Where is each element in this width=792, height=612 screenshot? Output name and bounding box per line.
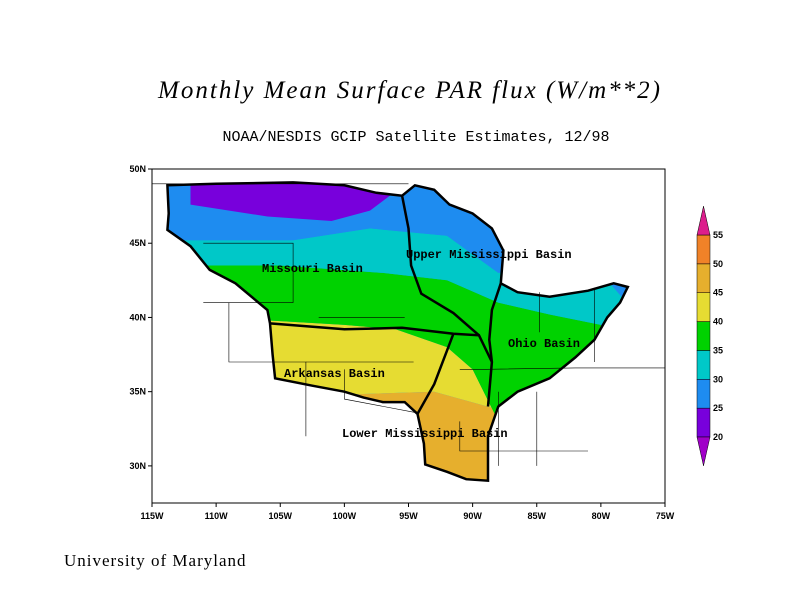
y-tick-label: 30N (129, 461, 146, 471)
colorbar-label: 35 (713, 345, 723, 355)
state-border (228, 302, 307, 437)
colorbar-label: 20 (713, 432, 723, 442)
basin-label: Upper Mississippi Basin (406, 248, 572, 262)
state-border (344, 369, 415, 413)
y-tick-label: 45N (129, 238, 146, 248)
basin-border (269, 322, 494, 363)
y-tick-label: 35N (129, 387, 146, 397)
x-tick-label: 75W (656, 511, 675, 521)
x-tick-label: 115W (140, 511, 164, 521)
x-tick-label: 105W (268, 511, 292, 521)
basin-border (400, 195, 480, 337)
shade-band (167, 228, 627, 325)
basin-label: Lower Mississippi Basin (342, 427, 508, 441)
x-tick-label: 100W (333, 511, 357, 521)
footer: University of Maryland (64, 551, 247, 570)
state-border (459, 367, 665, 370)
colorbar-box (696, 379, 711, 409)
colorbar-label: 30 (713, 374, 723, 384)
title: Monthly Mean Surface PAR flux (W/m**2) (157, 77, 662, 104)
colorbar-label: 40 (713, 317, 723, 327)
basin-label: Ohio Basin (508, 337, 580, 351)
colorbar-tip-high (696, 206, 711, 236)
colorbar-box (696, 292, 711, 322)
basin-outline (166, 181, 630, 483)
colorbar-tip-low (696, 436, 711, 466)
basin-border (416, 333, 455, 415)
colorbar-box (696, 263, 711, 293)
basin-border (486, 282, 502, 407)
x-tick-label: 95W (399, 511, 418, 521)
basin-label: Arkansas Basin (284, 367, 385, 381)
colorbar-label: 55 (713, 230, 723, 240)
shade-band (190, 182, 396, 221)
x-tick-label: 90W (463, 511, 482, 521)
x-tick-label: 85W (527, 511, 546, 521)
x-tick-label: 110W (205, 511, 229, 521)
x-tick-label: 80W (592, 511, 611, 521)
y-tick-label: 40N (129, 312, 146, 322)
shade-band (167, 382, 499, 481)
colorbar-label: 50 (713, 259, 723, 269)
state-border (203, 242, 294, 303)
colorbar-label: 25 (713, 403, 723, 413)
subtitle: NOAA/NESDIS GCIP Satellite Estimates, 12… (222, 129, 609, 146)
colorbar-box (696, 407, 711, 438)
y-tick-label: 50N (129, 164, 146, 174)
colorbar-box (696, 234, 711, 265)
basin-label: Missouri Basin (262, 262, 363, 276)
colorbar-box (696, 321, 711, 351)
colorbar-label: 45 (713, 288, 723, 298)
shade-band (167, 265, 601, 422)
colorbar-box (696, 350, 711, 380)
state-border (459, 421, 588, 452)
